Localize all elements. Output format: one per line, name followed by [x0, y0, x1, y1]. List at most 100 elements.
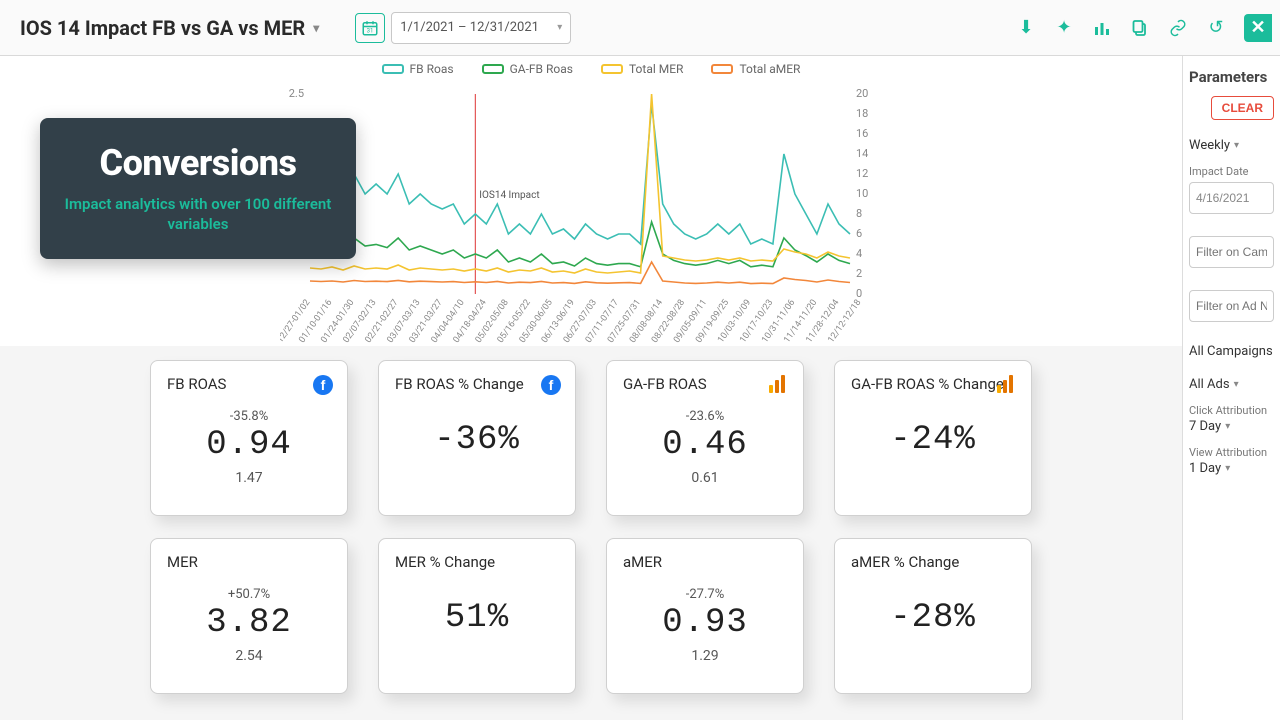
kpi-card: FB ROAS % Change f -36% — [378, 360, 576, 516]
chevron-down-icon: ▾ — [1234, 140, 1239, 151]
chevron-down-icon: ▾ — [1225, 463, 1230, 474]
card-value: -28% — [851, 599, 1015, 637]
filter-campaign-input[interactable] — [1189, 236, 1274, 268]
card-value: 0.93 — [623, 604, 787, 642]
card-title: aMER % Change — [851, 553, 1015, 571]
line-chart: 024681012141618202.512/27-01/0201/10-01/… — [280, 84, 880, 344]
card-value: -36% — [395, 421, 559, 459]
svg-text:6: 6 — [856, 227, 862, 240]
granularity-value: Weekly — [1189, 138, 1230, 153]
kpi-card: aMER -27.7% 0.93 1.29 — [606, 538, 804, 694]
all-ads-select[interactable]: All Ads ▾ — [1189, 377, 1274, 392]
card-delta: -35.8% — [167, 409, 331, 424]
card-prev: 2.54 — [167, 648, 331, 664]
card-delta: +50.7% — [167, 587, 331, 602]
card-title: GA-FB ROAS — [623, 375, 787, 393]
copy-icon[interactable] — [1130, 18, 1150, 38]
card-delta: -27.7% — [623, 587, 787, 602]
bar-chart-icon[interactable] — [1092, 18, 1112, 38]
svg-text:20: 20 — [856, 87, 868, 100]
toolbar: ⬇ ✦ ↺ ✕ — [1016, 14, 1272, 42]
legend-swatch — [382, 64, 404, 74]
chevron-down-icon: ▾ — [557, 22, 562, 33]
card-title: GA-FB ROAS % Change — [851, 375, 1015, 393]
impact-date-label: Impact Date — [1189, 165, 1274, 178]
legend-item[interactable]: Total MER — [601, 62, 683, 76]
all-ads-label: All Ads — [1189, 377, 1230, 392]
kpi-cards: FB ROAS f -35.8% 0.94 1.47 FB ROAS % Cha… — [0, 346, 1182, 694]
download-icon[interactable]: ⬇ — [1016, 18, 1036, 38]
close-button[interactable]: ✕ — [1244, 14, 1272, 42]
svg-text:14: 14 — [856, 147, 868, 160]
callout-title: Conversions — [60, 142, 336, 184]
parameters-panel: Parameters CLEAR Weekly ▾ Impact Date Al… — [1182, 56, 1280, 720]
card-value: 0.46 — [623, 426, 787, 464]
legend-item[interactable]: Total aMER — [711, 62, 800, 76]
card-prev: 1.47 — [167, 470, 331, 486]
card-title: FB ROAS — [167, 375, 331, 393]
legend-swatch — [711, 64, 733, 74]
legend-label: Total MER — [629, 62, 683, 76]
parameters-heading: Parameters — [1189, 68, 1274, 86]
card-value: -24% — [851, 421, 1015, 459]
chart-area: FB RoasGA-FB RoasTotal MERTotal aMER 024… — [0, 56, 1182, 346]
card-title: FB ROAS % Change — [395, 375, 559, 393]
impact-date-input[interactable] — [1189, 182, 1274, 214]
chevron-down-icon: ▾ — [1234, 379, 1239, 390]
filter-ad-input[interactable] — [1189, 290, 1274, 322]
svg-text:31: 31 — [367, 27, 374, 34]
view-attr-label: View Attribution — [1189, 446, 1274, 459]
legend-item[interactable]: FB Roas — [382, 62, 454, 76]
analytics-icon — [769, 375, 789, 393]
kpi-card: aMER % Change -28% — [834, 538, 1032, 694]
legend-label: GA-FB Roas — [510, 62, 573, 76]
card-title: MER — [167, 553, 331, 571]
legend-item[interactable]: GA-FB Roas — [482, 62, 573, 76]
click-attr-label: Click Attribution — [1189, 404, 1274, 417]
legend-label: FB Roas — [410, 62, 454, 76]
svg-text:18: 18 — [856, 107, 868, 120]
refresh-icon[interactable]: ↺ — [1206, 18, 1226, 38]
sparkle-icon[interactable]: ✦ — [1054, 18, 1074, 38]
card-title: aMER — [623, 553, 787, 571]
card-value: 3.82 — [167, 604, 331, 642]
chevron-down-icon: ▾ — [1225, 421, 1230, 432]
date-range-picker: 31 1/1/2021 – 12/31/2021 ▾ — [355, 12, 571, 44]
calendar-icon[interactable]: 31 — [355, 13, 385, 43]
legend-label: Total aMER — [739, 62, 800, 76]
callout-subtitle: Impact analytics with over 100 different… — [60, 194, 336, 235]
kpi-card: FB ROAS f -35.8% 0.94 1.47 — [150, 360, 348, 516]
date-range-text: 1/1/2021 – 12/31/2021 — [400, 20, 539, 35]
date-range-input[interactable]: 1/1/2021 – 12/31/2021 ▾ — [391, 12, 571, 44]
legend-swatch — [482, 64, 504, 74]
card-value: 0.94 — [167, 426, 331, 464]
card-title: MER % Change — [395, 553, 559, 571]
topbar: IOS 14 Impact FB vs GA vs MER ▾ 31 1/1/2… — [0, 0, 1280, 56]
svg-text:8: 8 — [856, 207, 862, 220]
svg-text:16: 16 — [856, 127, 868, 140]
chart-legend: FB Roas GA-FB Roas Total MER Total aMER — [0, 56, 1182, 76]
kpi-card: MER % Change 51% — [378, 538, 576, 694]
svg-text:4: 4 — [856, 247, 862, 260]
card-value: 51% — [395, 599, 559, 637]
click-attr-value: 7 Day — [1189, 419, 1221, 434]
link-icon[interactable] — [1168, 18, 1188, 38]
clear-button[interactable]: CLEAR — [1211, 96, 1274, 120]
card-prev: 1.29 — [623, 648, 787, 664]
all-campaigns-select[interactable]: All Campaigns — [1189, 344, 1274, 359]
chevron-down-icon: ▾ — [313, 21, 319, 35]
facebook-icon: f — [541, 375, 561, 395]
svg-text:10: 10 — [856, 187, 868, 200]
report-title-dropdown[interactable]: IOS 14 Impact FB vs GA vs MER ▾ — [8, 10, 331, 46]
view-attr-select[interactable]: 1 Day ▾ — [1189, 461, 1274, 476]
promo-callout: Conversions Impact analytics with over 1… — [40, 118, 356, 259]
kpi-card: GA-FB ROAS % Change -24% — [834, 360, 1032, 516]
svg-text:2: 2 — [856, 267, 862, 280]
analytics-icon — [997, 375, 1017, 393]
facebook-icon: f — [313, 375, 333, 395]
svg-text:2.5: 2.5 — [289, 87, 304, 100]
granularity-select[interactable]: Weekly ▾ — [1189, 138, 1274, 153]
kpi-card: GA-FB ROAS -23.6% 0.46 0.61 — [606, 360, 804, 516]
card-prev: 0.61 — [623, 470, 787, 486]
click-attr-select[interactable]: 7 Day ▾ — [1189, 419, 1274, 434]
